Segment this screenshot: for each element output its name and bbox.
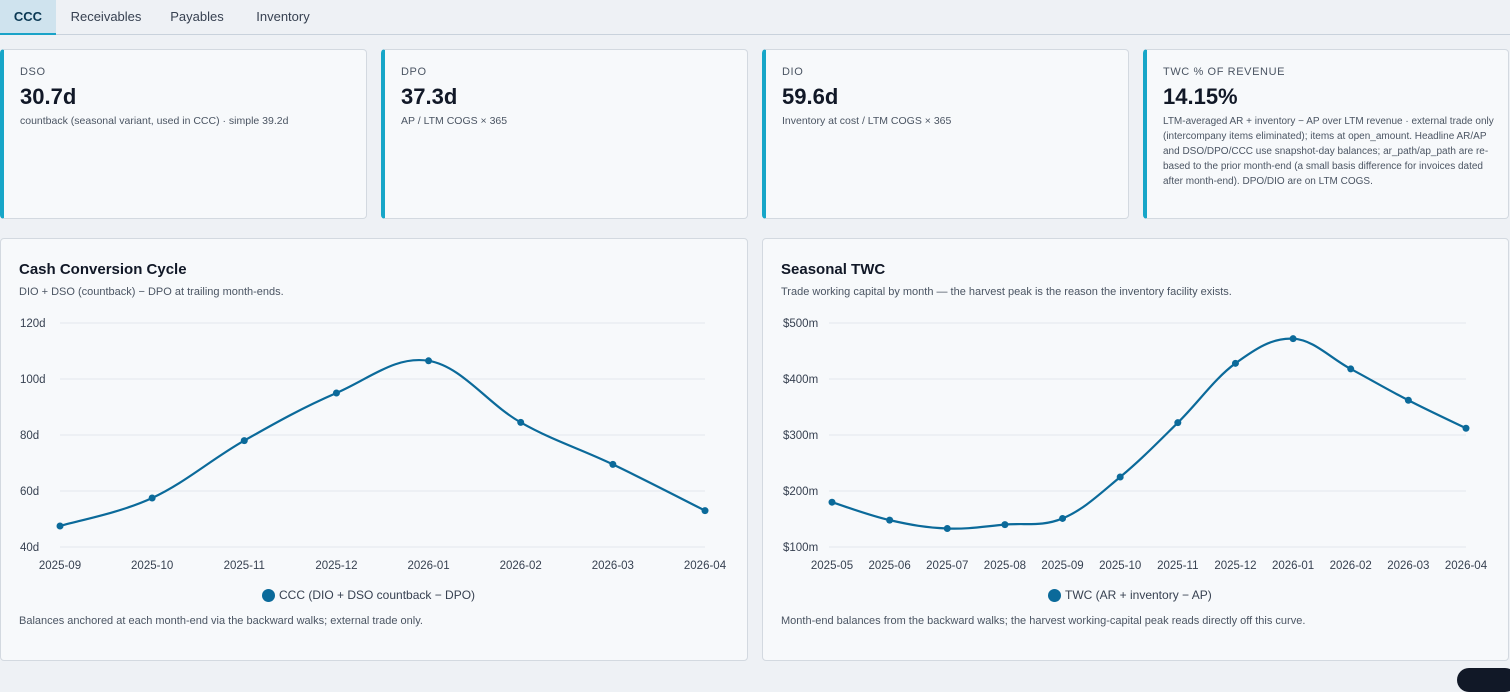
data-point bbox=[425, 357, 433, 365]
x-tick-label: 2026-03 bbox=[1387, 560, 1429, 572]
x-tick-label: 2025-05 bbox=[811, 560, 853, 572]
kpi-description: Inventory at cost / LTM COGS × 365 bbox=[782, 115, 952, 127]
twc-line-chart: $100m $200m $300m $400m $500m 2025-05 2025-06 2… bbox=[783, 318, 1488, 572]
y-tick-label: 80d bbox=[20, 430, 39, 442]
x-tick-label: 2025-10 bbox=[1099, 560, 1141, 572]
kpi-card-dso: DSO 30.7d countback (seasonal variant, u… bbox=[0, 49, 367, 219]
y-tick-label: 120d bbox=[20, 318, 46, 330]
kpi-label: TWC % of revenue bbox=[1163, 66, 1286, 78]
data-point bbox=[1347, 365, 1355, 373]
data-point bbox=[1289, 335, 1297, 343]
y-tick-label: $300m bbox=[783, 430, 818, 442]
kpi-value: 30.7d bbox=[20, 84, 77, 109]
legend-swatch bbox=[262, 588, 275, 602]
data-point bbox=[1174, 419, 1182, 427]
y-tick-label: 40d bbox=[20, 542, 39, 554]
data-point bbox=[886, 516, 894, 524]
y-tick-label: 100d bbox=[20, 374, 46, 386]
chart-subtitle: DIO + DSO (countback) − DPO at trailing … bbox=[19, 286, 284, 298]
series-line bbox=[831, 337, 1467, 530]
x-tick-label: 2025-11 bbox=[1157, 560, 1198, 572]
x-tick-label: 2025-11 bbox=[224, 560, 265, 572]
data-point bbox=[943, 525, 951, 533]
y-tick-label: $400m bbox=[783, 374, 818, 386]
data-point bbox=[332, 389, 340, 397]
chart-title: Seasonal TWC bbox=[781, 261, 886, 278]
kpi-label: DIO bbox=[782, 66, 804, 78]
tab-ccc[interactable]: CCC bbox=[0, 0, 56, 35]
data-point bbox=[517, 418, 525, 426]
kpi-label: DPO bbox=[401, 66, 427, 78]
kpi-description: countback (seasonal variant, used in CCC… bbox=[20, 115, 289, 127]
tab-inventory[interactable]: Inventory bbox=[256, 9, 310, 24]
x-tick-label: 2026-02 bbox=[500, 560, 542, 572]
data-point bbox=[1059, 514, 1067, 522]
x-tick-label: 2025-12 bbox=[315, 560, 357, 572]
kpi-value: 14.15% bbox=[1163, 84, 1238, 109]
kpi-label: DSO bbox=[20, 66, 46, 78]
legend-label: CCC (DIO + DSO countback − DPO) bbox=[279, 588, 476, 602]
x-tick-label: 2025-09 bbox=[39, 560, 81, 572]
ccc-line-chart: 40d 60d 80d 100d 120d 2025-09 2025-10 2025-11 20… bbox=[20, 318, 727, 572]
chart-footnote: Month-end balances from the backward wal… bbox=[781, 615, 1306, 627]
x-tick-label: 2026-01 bbox=[1272, 560, 1314, 572]
data-point bbox=[828, 498, 836, 506]
chart-legend[interactable]: CCC (DIO + DSO countback − DPO) bbox=[262, 588, 475, 602]
legend-swatch bbox=[1048, 588, 1061, 602]
x-tick-label: 2026-02 bbox=[1330, 560, 1372, 572]
x-tick-label: 2025-12 bbox=[1214, 560, 1256, 572]
chart-footnote: Balances anchored at each month-end via … bbox=[19, 615, 423, 627]
tab-receivables[interactable]: Receivables bbox=[70, 9, 142, 24]
kpi-value: 37.3d bbox=[401, 84, 458, 109]
kpi-value: 59.6d bbox=[782, 84, 839, 109]
floating-widget[interactable] bbox=[1457, 668, 1510, 692]
y-tick-label: $200m bbox=[783, 486, 818, 498]
kpi-description: AP / LTM COGS × 365 bbox=[401, 115, 508, 127]
data-point bbox=[1001, 521, 1009, 529]
data-point bbox=[1462, 424, 1470, 432]
data-point bbox=[1404, 396, 1412, 404]
ccc-panel: Cash Conversion Cycle DIO + DSO (countba… bbox=[0, 238, 748, 661]
twc-panel: Seasonal TWC Trade working capital by mo… bbox=[762, 238, 1509, 661]
data-point bbox=[609, 460, 617, 468]
kpi-card-twc-pct: TWC % of revenue 14.15% LTM-averaged AR … bbox=[1143, 49, 1509, 219]
x-tick-label: 2025-06 bbox=[869, 560, 911, 572]
x-tick-label: 2026-04 bbox=[1445, 560, 1488, 572]
tab-bar: CCC Receivables Payables Inventory bbox=[0, 0, 1510, 35]
data-point bbox=[1231, 359, 1239, 367]
data-point bbox=[56, 522, 64, 530]
kpi-card-dpo: DPO 37.3d AP / LTM COGS × 365 bbox=[381, 49, 748, 219]
kpi-description: LTM-averaged AR + inventory − AP over LT… bbox=[1163, 116, 1494, 187]
x-tick-label: 2025-10 bbox=[131, 560, 173, 572]
x-tick-label: 2026-01 bbox=[407, 560, 449, 572]
series-line bbox=[59, 358, 706, 528]
tab-payables[interactable]: Payables bbox=[170, 9, 224, 24]
x-tick-label: 2025-08 bbox=[984, 560, 1026, 572]
x-tick-label: 2026-03 bbox=[592, 560, 634, 572]
y-tick-label: $500m bbox=[783, 318, 818, 330]
data-point bbox=[701, 507, 709, 515]
chart-title: Cash Conversion Cycle bbox=[19, 261, 187, 278]
chart-subtitle: Trade working capital by month — the har… bbox=[781, 286, 1232, 298]
data-point bbox=[148, 494, 156, 502]
kpi-card-dio: DIO 59.6d Inventory at cost / LTM COGS ×… bbox=[762, 49, 1129, 219]
y-tick-label: $100m bbox=[783, 542, 818, 554]
data-point bbox=[1116, 473, 1124, 481]
y-tick-label: 60d bbox=[20, 486, 39, 498]
x-tick-label: 2025-07 bbox=[926, 560, 968, 572]
data-point bbox=[240, 437, 248, 445]
legend-label: TWC (AR + inventory − AP) bbox=[1065, 588, 1212, 602]
x-tick-label: 2025-09 bbox=[1041, 560, 1083, 572]
x-tick-label: 2026-04 bbox=[684, 560, 727, 572]
chart-legend[interactable]: TWC (AR + inventory − AP) bbox=[1048, 588, 1212, 602]
